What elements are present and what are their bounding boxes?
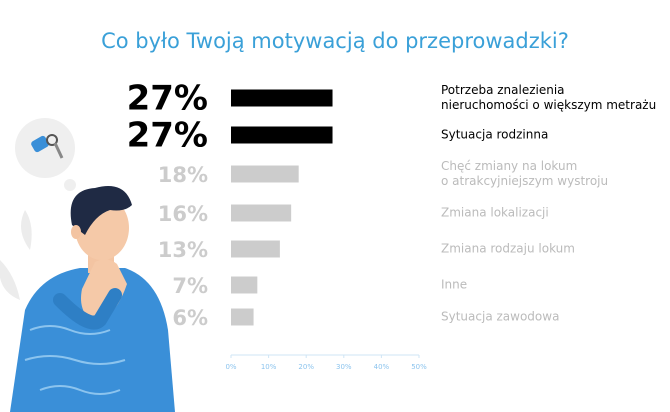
value-label: 27% — [127, 116, 208, 156]
value-label: 6% — [172, 306, 208, 330]
bar — [231, 126, 333, 144]
x-tick-label: 0% — [225, 363, 236, 371]
value-label: 16% — [158, 202, 208, 226]
bar — [231, 240, 280, 258]
category-label: Chęć zmiany na lokum o atrakcyjniejszym … — [441, 159, 609, 188]
category-label: Zmiana lokalizacji — [441, 205, 549, 220]
illustration — [0, 118, 175, 412]
category-label: Sytuacja rodzinna — [441, 127, 549, 142]
category-label: Zmiana rodzaju lokum — [441, 241, 575, 256]
bar — [231, 276, 258, 294]
value-label: 7% — [172, 274, 208, 298]
category-label: Sytuacja zawodowa — [441, 309, 560, 324]
category-label: Potrzeba znalezienia nieruchomości o wię… — [441, 83, 657, 112]
bar — [231, 204, 292, 222]
x-tick-label: 30% — [336, 363, 352, 371]
bar — [231, 165, 299, 183]
x-tick-label: 10% — [261, 363, 277, 371]
value-label: 18% — [158, 163, 208, 187]
x-tick-label: 40% — [374, 363, 390, 371]
bar — [231, 89, 333, 107]
category-label: Inne — [441, 277, 468, 292]
value-label: 27% — [127, 79, 208, 119]
chart-title: Co było Twoją motywacją do przeprowadzki… — [101, 29, 569, 53]
x-tick-label: 50% — [411, 363, 427, 371]
x-tick-label: 20% — [298, 363, 314, 371]
bar — [231, 308, 254, 326]
value-label: 13% — [158, 238, 208, 262]
